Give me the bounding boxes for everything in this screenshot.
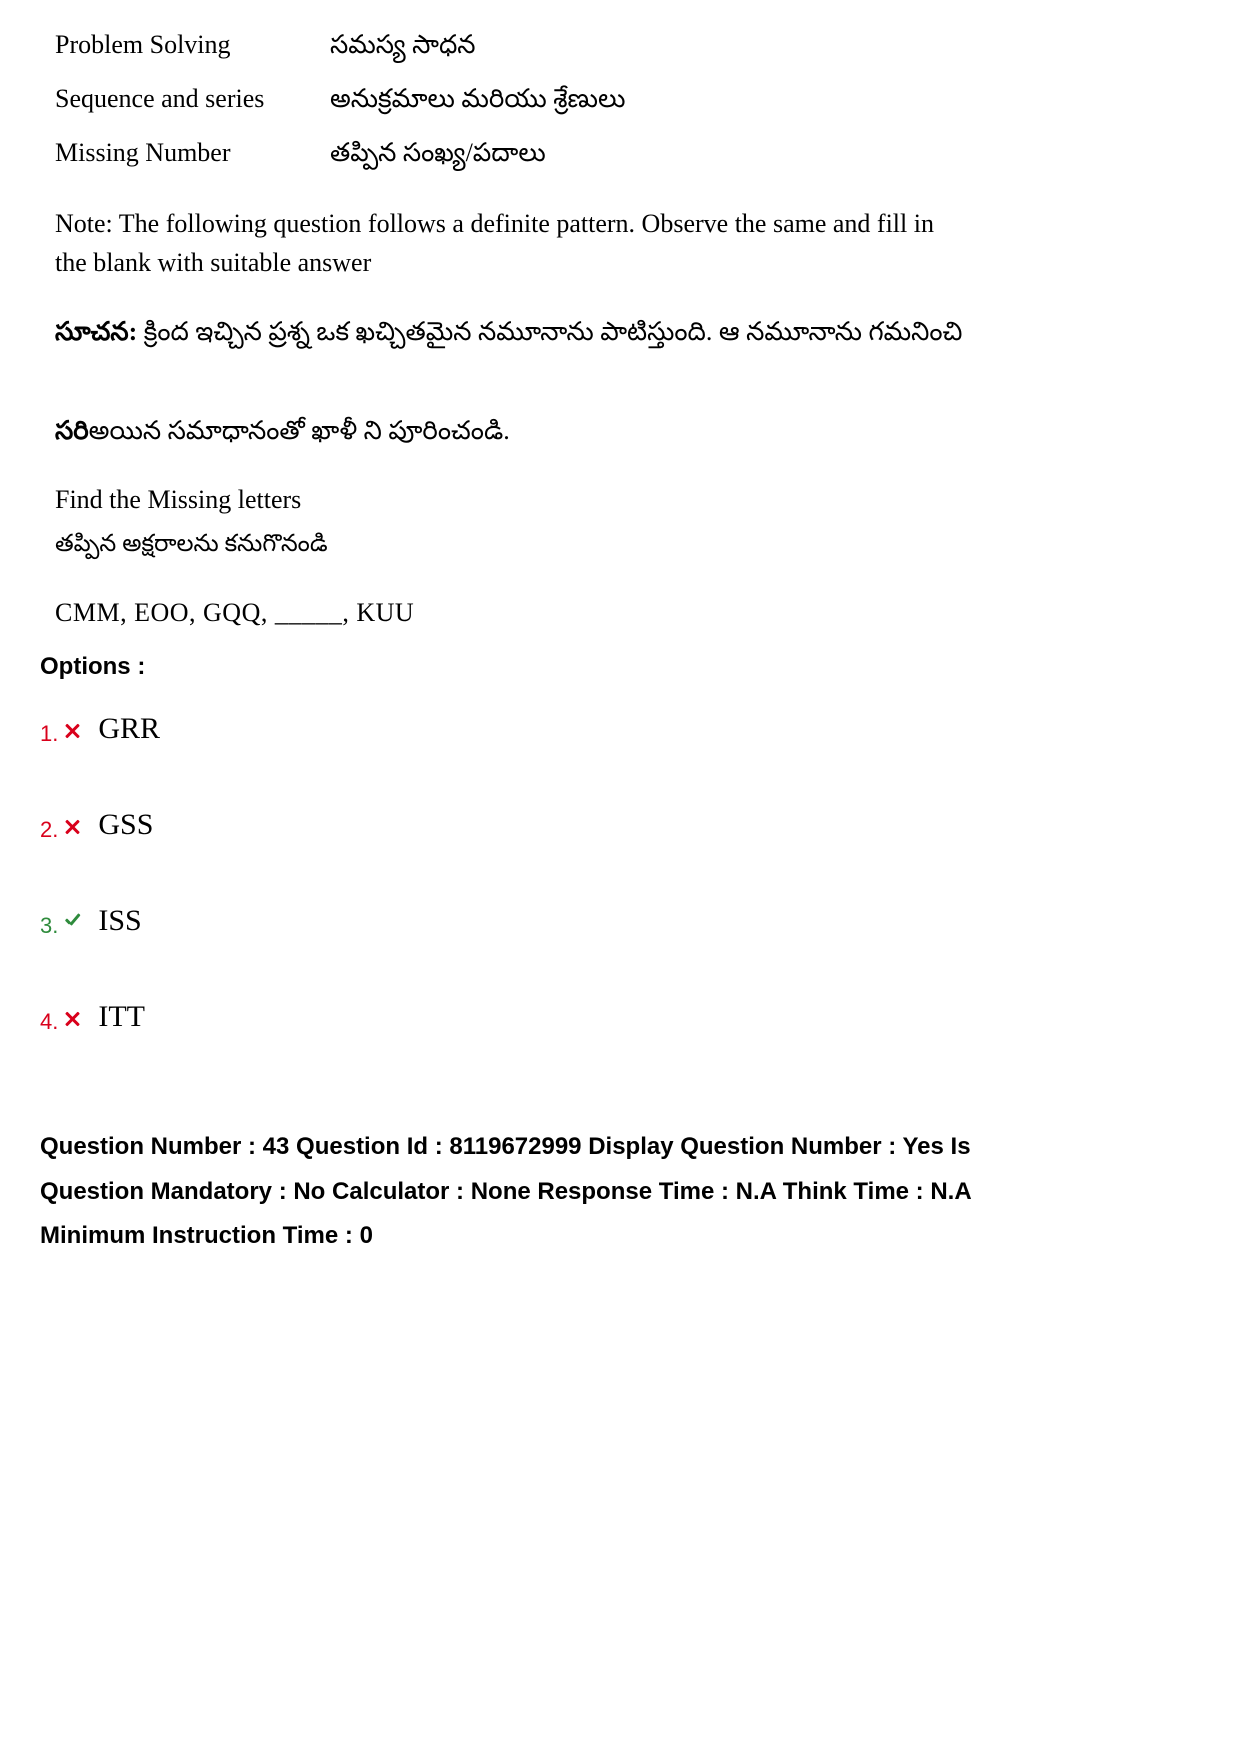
find-missing-en: Find the Missing letters xyxy=(55,485,1200,515)
topic-row: Sequence and series అనుక్రమాలు మరియు శ్ర… xyxy=(55,84,1200,120)
option-number: 3. xyxy=(40,913,58,939)
option-text: GSS xyxy=(98,808,153,842)
question-metadata: Question Number : 43 Question Id : 81196… xyxy=(40,1125,1000,1258)
cross-icon xyxy=(64,819,84,839)
find-missing-te: తప్పిన అక్షరాలను కనుగొనండి xyxy=(55,530,1200,563)
topic-row: Missing Number తప్పిన సంఖ్య/పదాలు xyxy=(55,138,1200,174)
topic-en: Sequence and series xyxy=(55,84,330,120)
option-row: 3. ISS xyxy=(40,903,1200,939)
note-telugu: సూచన: క్రింద ఇచ్చిన ప్రశ్న ఒక ఖచ్చితమైన … xyxy=(55,307,1005,455)
cross-icon xyxy=(64,723,84,743)
topic-en: Problem Solving xyxy=(55,30,330,66)
option-number: 4. xyxy=(40,1009,58,1035)
note-telugu-bold: సూచన: xyxy=(55,317,144,346)
option-text: ISS xyxy=(98,904,141,938)
note-telugu-line1: క్రింద ఇచ్చిన ప్రశ్న ఒక ఖచ్చితమైన నమూనాన… xyxy=(144,317,963,346)
note-telugu-line2: అయిన సమాధానంతో ఖాళీ ని పూరించండి. xyxy=(89,416,510,445)
topic-te: అనుక్రమాలు మరియు శ్రేణులు xyxy=(330,84,625,120)
option-row: 4. ITT xyxy=(40,999,1200,1035)
option-row: 1. GRR xyxy=(40,711,1200,747)
option-text: ITT xyxy=(98,1000,145,1034)
check-icon xyxy=(64,915,84,935)
note-english: Note: The following question follows a d… xyxy=(55,204,955,282)
cross-icon xyxy=(64,1011,84,1031)
option-number: 2. xyxy=(40,817,58,843)
option-row: 2. GSS xyxy=(40,807,1200,843)
options-heading: Options : xyxy=(40,653,1200,681)
topic-table: Problem Solving సమస్య సాధన Sequence and … xyxy=(55,30,1200,174)
topic-te: తప్పిన సంఖ్య/పదాలు xyxy=(330,138,546,174)
topic-te: సమస్య సాధన xyxy=(330,30,476,66)
topic-en: Missing Number xyxy=(55,138,330,174)
topic-row: Problem Solving సమస్య సాధన xyxy=(55,30,1200,66)
option-text: GRR xyxy=(98,712,160,746)
sequence-text: CMM, EOO, GQQ, _____, KUU xyxy=(55,598,1200,628)
option-number: 1. xyxy=(40,721,58,747)
note-telugu-bold2: సరి xyxy=(55,416,89,445)
